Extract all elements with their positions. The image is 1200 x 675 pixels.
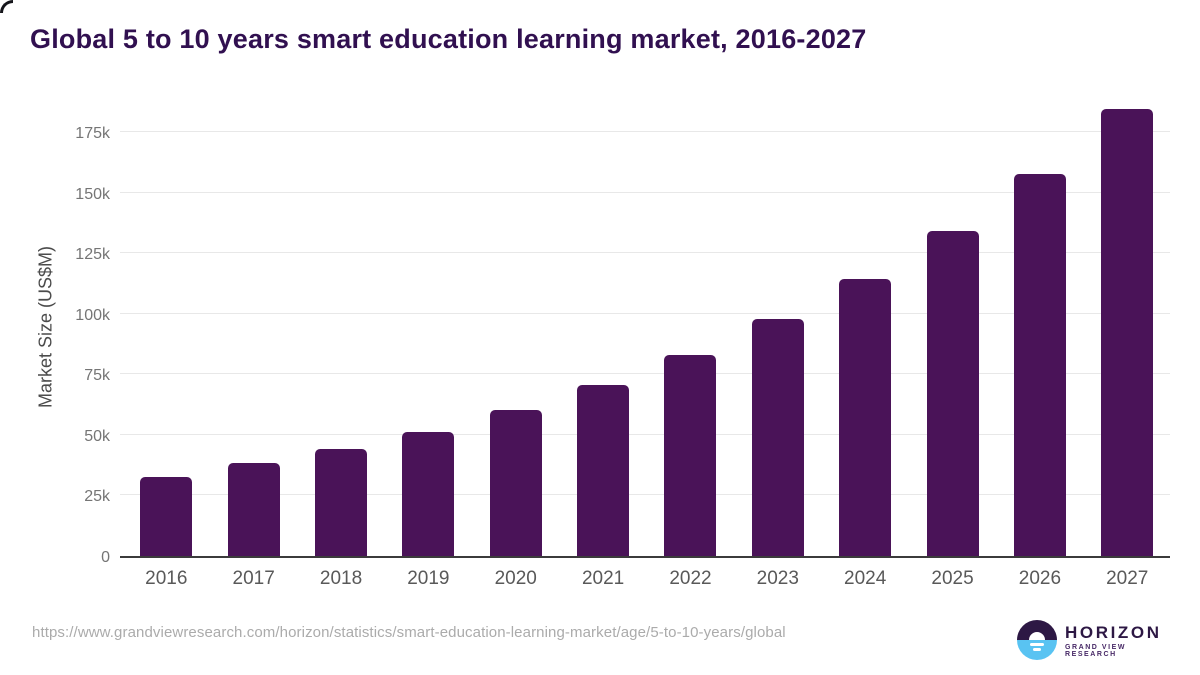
bar-2021[interactable] xyxy=(577,385,630,556)
gridline xyxy=(120,131,1170,133)
gridline xyxy=(120,494,1170,496)
footer: https://www.grandviewresearch.com/horizo… xyxy=(0,610,1200,675)
plot-area xyxy=(120,95,1170,558)
y-tick-label: 175k xyxy=(75,125,110,143)
window-corner-artifact xyxy=(0,0,13,13)
bar-2020[interactable] xyxy=(489,410,542,556)
bar-2018[interactable] xyxy=(315,449,368,556)
horizon-logo[interactable]: HORIZON GRAND VIEW RESEARCH xyxy=(1017,620,1177,666)
bar-2027[interactable] xyxy=(1101,109,1154,556)
chart-title: Global 5 to 10 years smart education lea… xyxy=(30,24,867,54)
x-tick-label: 2018 xyxy=(319,568,363,589)
horizon-sun-icon xyxy=(1017,620,1057,660)
y-tick-label: 75k xyxy=(84,367,110,385)
y-tick-label: 25k xyxy=(84,488,110,506)
y-tick-label: 100k xyxy=(75,306,110,324)
bar-2024[interactable] xyxy=(839,278,892,556)
gridline xyxy=(120,312,1170,314)
logo-title: HORIZON xyxy=(1065,623,1162,642)
y-tick-label: 0 xyxy=(101,549,110,566)
gridline xyxy=(120,191,1170,193)
logo-text: HORIZON GRAND VIEW RESEARCH xyxy=(1065,623,1177,658)
x-tick-label: 2016 xyxy=(145,568,188,589)
x-tick-label: 2025 xyxy=(931,568,974,589)
bar-2019[interactable] xyxy=(402,432,455,556)
x-axis-tick-labels: 2016 2017 2018 2019 2020 2021 2022 2023 2024 2025… xyxy=(120,568,1170,594)
sun-reflection-line xyxy=(1033,648,1041,651)
bar-2025[interactable] xyxy=(926,230,979,556)
x-tick-label: 2023 xyxy=(756,568,799,589)
x-tick-label: 2019 xyxy=(407,568,450,589)
y-axis-tick-labels: 0 25k 50k 75k 100k 125k 150k 175k xyxy=(0,95,110,566)
x-tick-label: 2021 xyxy=(581,568,625,589)
x-tick-label: 2022 xyxy=(669,568,712,589)
bar-2016[interactable] xyxy=(140,476,193,556)
source-url-text: https://www.grandviewresearch.com/horizo… xyxy=(32,624,786,641)
bar-2022[interactable] xyxy=(664,355,717,556)
bar-2023[interactable] xyxy=(751,319,804,556)
x-tick-label: 2020 xyxy=(494,568,537,589)
gridline xyxy=(120,373,1170,375)
y-tick-label: 125k xyxy=(75,246,110,264)
x-tick-label: 2017 xyxy=(232,568,275,589)
sun-reflection-line xyxy=(1030,643,1044,646)
y-tick-label: 50k xyxy=(84,427,110,445)
gridline xyxy=(120,433,1170,435)
x-tick-label: 2027 xyxy=(1106,568,1149,589)
logo-subtitle: GRAND VIEW RESEARCH xyxy=(1065,644,1126,658)
x-tick-label: 2026 xyxy=(1018,568,1062,589)
bar-2017[interactable] xyxy=(227,463,280,556)
x-tick-label: 2024 xyxy=(844,568,887,589)
gridline xyxy=(120,252,1170,254)
y-tick-label: 150k xyxy=(75,185,110,203)
bar-2026[interactable] xyxy=(1013,173,1066,556)
sun-glyph xyxy=(1029,632,1045,640)
